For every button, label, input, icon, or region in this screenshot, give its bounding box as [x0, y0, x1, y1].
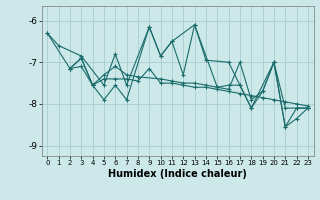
- X-axis label: Humidex (Indice chaleur): Humidex (Indice chaleur): [108, 169, 247, 179]
